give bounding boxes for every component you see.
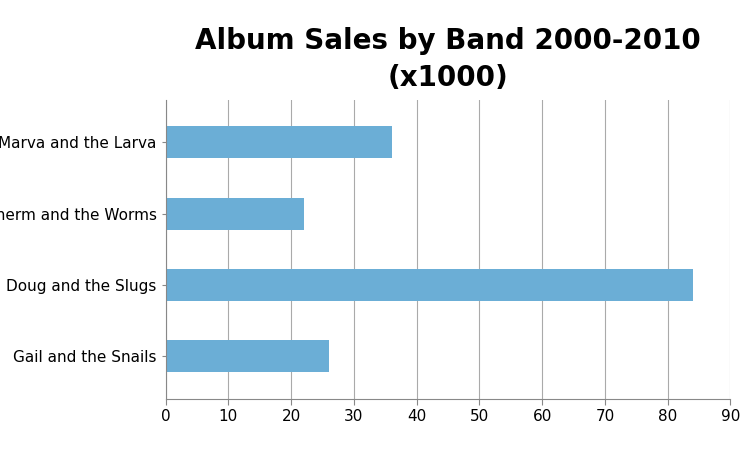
Bar (166, 269, 693, 301)
Title: Album Sales by Band 2000-2010
(x1000): Album Sales by Band 2000-2010 (x1000) (195, 27, 701, 92)
Bar (166, 198, 303, 230)
Bar (166, 340, 329, 372)
Bar (166, 126, 392, 159)
